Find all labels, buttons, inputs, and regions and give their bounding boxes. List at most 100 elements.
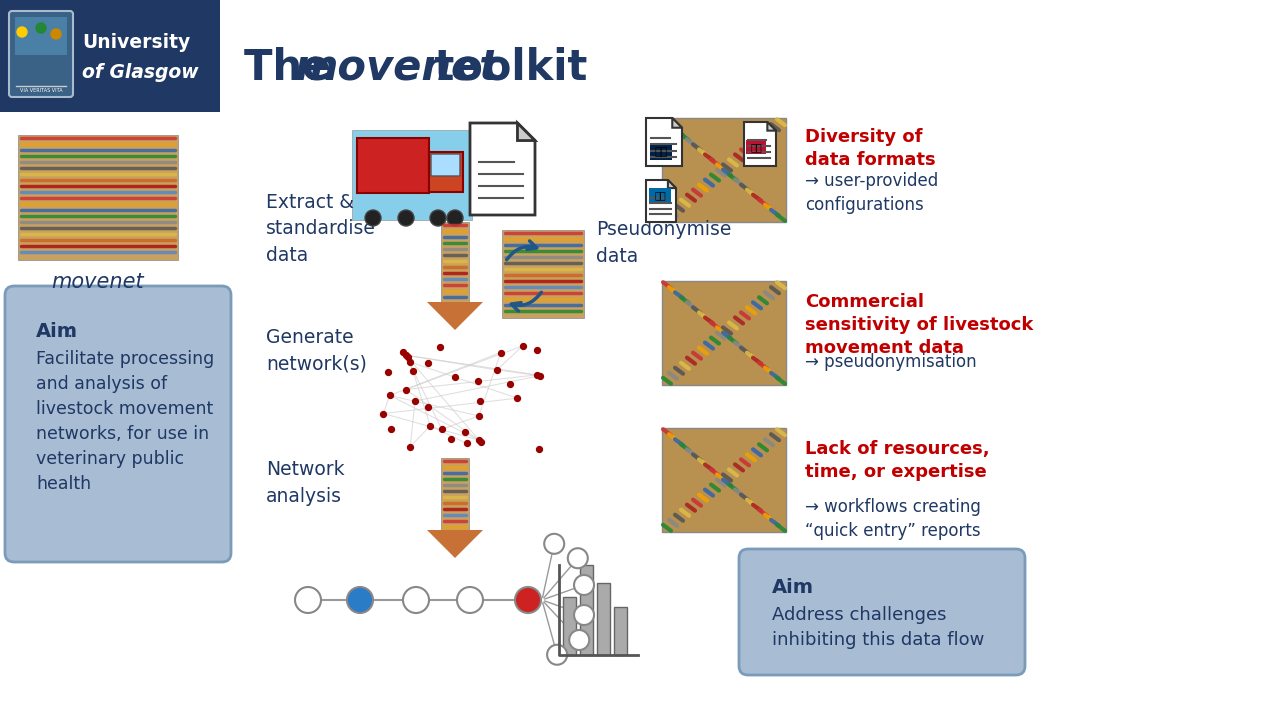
Circle shape: [347, 587, 372, 613]
FancyBboxPatch shape: [739, 549, 1025, 675]
Text: Lack of resources,
time, or expertise: Lack of resources, time, or expertise: [805, 440, 989, 481]
Point: [398, 351, 419, 363]
FancyBboxPatch shape: [650, 145, 672, 160]
Text: :: :: [800, 578, 806, 597]
Polygon shape: [672, 118, 682, 127]
Text: Pseudonymise
data: Pseudonymise data: [596, 220, 731, 266]
FancyBboxPatch shape: [662, 118, 786, 222]
Point: [419, 357, 439, 369]
Point: [467, 375, 488, 387]
Text: Generate
network(s): Generate network(s): [266, 328, 367, 374]
FancyBboxPatch shape: [746, 140, 765, 154]
Text: :: :: [67, 322, 73, 341]
Point: [445, 372, 466, 383]
Circle shape: [365, 210, 381, 226]
Text: Extract &
standardise
data: Extract & standardise data: [266, 193, 376, 265]
Text: → workflows creating
“quick entry” reports: → workflows creating “quick entry” repor…: [805, 498, 980, 540]
Text: Commercial
sensitivity of livestock
movement data: Commercial sensitivity of livestock move…: [805, 293, 1033, 357]
Text: University: University: [82, 32, 191, 52]
FancyBboxPatch shape: [0, 0, 220, 112]
Circle shape: [547, 644, 567, 665]
Polygon shape: [646, 118, 682, 166]
Polygon shape: [517, 123, 535, 140]
FancyBboxPatch shape: [5, 286, 230, 562]
Text: Aim: Aim: [772, 578, 814, 597]
Point: [470, 395, 490, 406]
Circle shape: [294, 587, 321, 613]
Point: [417, 401, 438, 413]
Point: [393, 346, 413, 357]
Circle shape: [573, 575, 594, 595]
Point: [404, 395, 425, 407]
Circle shape: [515, 587, 541, 613]
Point: [374, 408, 394, 419]
Circle shape: [570, 630, 589, 650]
Point: [420, 420, 440, 431]
Point: [499, 378, 520, 390]
Point: [530, 370, 550, 382]
Text: VIA VERITAS VITA: VIA VERITAS VITA: [19, 88, 63, 92]
Point: [507, 392, 527, 404]
Point: [396, 349, 416, 361]
Text: → pseudonymisation: → pseudonymisation: [805, 353, 977, 371]
Point: [529, 443, 549, 454]
Polygon shape: [668, 180, 676, 188]
Circle shape: [398, 210, 413, 226]
Text: movenet: movenet: [51, 272, 145, 292]
FancyBboxPatch shape: [662, 281, 786, 385]
Point: [378, 366, 398, 378]
Text: movenet: movenet: [294, 47, 500, 89]
Text: Diversity of
data formats: Diversity of data formats: [805, 128, 936, 169]
Point: [454, 426, 475, 437]
FancyBboxPatch shape: [9, 11, 73, 97]
FancyBboxPatch shape: [580, 565, 593, 655]
FancyBboxPatch shape: [429, 152, 463, 192]
Circle shape: [403, 587, 429, 613]
Circle shape: [544, 534, 564, 554]
Circle shape: [447, 210, 463, 226]
FancyBboxPatch shape: [442, 222, 468, 302]
Point: [380, 423, 401, 434]
Circle shape: [51, 29, 61, 39]
FancyBboxPatch shape: [596, 583, 611, 655]
Text: 🇬🇧: 🇬🇧: [654, 147, 668, 157]
Polygon shape: [428, 302, 483, 330]
Text: toolkit: toolkit: [420, 47, 588, 89]
Point: [442, 433, 462, 444]
FancyBboxPatch shape: [502, 230, 584, 318]
Circle shape: [568, 548, 588, 568]
Circle shape: [17, 27, 27, 37]
Circle shape: [430, 210, 445, 226]
Polygon shape: [744, 122, 776, 166]
Point: [468, 410, 489, 422]
FancyBboxPatch shape: [614, 607, 627, 655]
FancyBboxPatch shape: [431, 154, 460, 176]
Point: [399, 356, 420, 368]
FancyBboxPatch shape: [18, 135, 178, 260]
FancyBboxPatch shape: [352, 130, 472, 220]
Circle shape: [457, 587, 483, 613]
Text: 🇩🇰: 🇩🇰: [750, 142, 762, 152]
Point: [468, 434, 489, 446]
Point: [403, 366, 424, 377]
FancyBboxPatch shape: [563, 597, 576, 655]
FancyBboxPatch shape: [662, 428, 786, 532]
Point: [396, 384, 416, 395]
Polygon shape: [470, 123, 535, 215]
FancyBboxPatch shape: [649, 188, 671, 202]
Point: [486, 364, 507, 376]
Polygon shape: [768, 122, 776, 130]
Text: → user-provided
configurations: → user-provided configurations: [805, 172, 938, 215]
Point: [431, 423, 452, 435]
Point: [526, 369, 547, 381]
Point: [513, 340, 534, 351]
Point: [490, 347, 511, 359]
Circle shape: [36, 23, 46, 33]
Polygon shape: [428, 530, 483, 558]
FancyBboxPatch shape: [442, 458, 468, 530]
Text: Facilitate processing
and analysis of
livestock movement
networks, for use in
ve: Facilitate processing and analysis of li…: [36, 350, 214, 493]
Text: 🇸🇪: 🇸🇪: [654, 190, 666, 200]
FancyBboxPatch shape: [357, 138, 429, 193]
Point: [401, 441, 421, 452]
Text: Network
analysis: Network analysis: [266, 460, 344, 505]
